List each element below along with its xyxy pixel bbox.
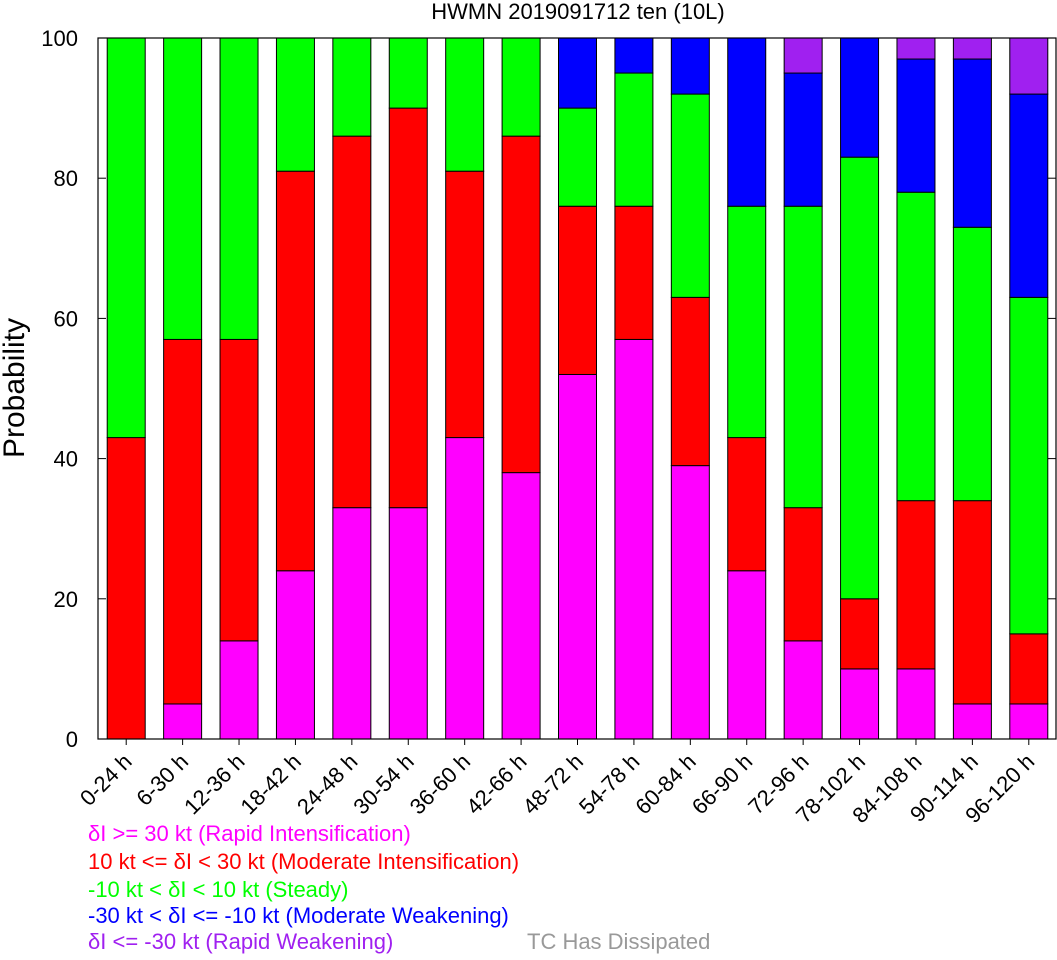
y-tick-label: 80	[54, 166, 78, 191]
bars-group	[106, 37, 1049, 740]
bar-segment-2-8	[501, 135, 541, 474]
bar-segment-4-14	[840, 37, 880, 158]
legend-steady: -10 kt < δI < 10 kt (Steady)	[88, 877, 349, 902]
bar-segment-3-2	[163, 37, 203, 340]
x-tick-label: 0-24 h	[75, 749, 137, 811]
bar-segment-2-7	[445, 170, 485, 439]
y-axis-label: Probability	[0, 318, 31, 458]
legend-moderate-weakening: -30 kt < δI <= -10 kt (Moderate Weakenin…	[88, 903, 509, 928]
bar-segment-2-9	[558, 205, 597, 375]
bar-segment-1-14	[840, 668, 880, 740]
bar-segment-3-17	[1009, 296, 1049, 635]
bar-segment-5-16	[952, 37, 992, 60]
bar-segment-3-12	[727, 205, 767, 439]
bar-segment-1-8	[501, 472, 541, 740]
bar-segment-1-10	[614, 338, 654, 740]
bar-segment-3-3	[219, 37, 259, 340]
legend-rapid-intensification: δI >= 30 kt (Rapid Intensification)	[88, 821, 411, 846]
bar-segment-2-1	[106, 437, 146, 740]
bar-segment-2-15	[896, 500, 936, 670]
bar-segment-2-12	[727, 437, 767, 572]
bar-segment-1-11	[670, 465, 710, 740]
x-tick-label: 42-66 h	[461, 749, 531, 819]
bar-segment-5-13	[783, 37, 823, 74]
x-tick-label: 18-42 h	[236, 749, 306, 819]
bar-segment-2-5	[332, 135, 372, 509]
x-tick-label: 66-90 h	[687, 749, 757, 819]
bar-segment-3-11	[670, 93, 710, 298]
y-tick-label: 100	[41, 26, 78, 51]
bar-segment-1-3	[219, 640, 259, 740]
bar-segment-5-17	[1009, 37, 1049, 95]
bar-segment-1-5	[332, 507, 372, 740]
bar-segment-2-4	[275, 170, 315, 572]
bar-segment-4-10	[614, 37, 654, 74]
bar-segment-1-12	[727, 570, 767, 740]
legend-rapid-weakening: δI <= -30 kt (Rapid Weakening)	[88, 929, 394, 954]
bar-segment-2-14	[840, 598, 880, 670]
y-tick-label: 20	[54, 587, 78, 612]
bar-segment-2-3	[219, 338, 259, 642]
bar-segment-2-6	[388, 107, 428, 509]
bar-segment-3-9	[558, 107, 597, 207]
x-tick-label: 60-84 h	[630, 749, 700, 819]
bar-segment-2-17	[1009, 633, 1049, 705]
bar-segment-3-16	[952, 226, 992, 502]
bar-segment-4-16	[952, 58, 992, 228]
bar-segment-2-10	[614, 205, 654, 340]
bar-segment-2-16	[952, 500, 992, 705]
y-tick-label: 0	[66, 727, 78, 752]
bar-segment-1-4	[275, 570, 315, 740]
bar-segment-4-9	[558, 37, 597, 109]
y-tick-label: 60	[54, 306, 78, 331]
bar-segment-1-6	[388, 507, 428, 740]
bar-segment-2-2	[163, 338, 203, 705]
bar-segment-4-15	[896, 58, 936, 193]
x-tick-label: 30-54 h	[348, 749, 418, 819]
plot-frame	[97, 37, 1057, 740]
bar-segment-4-17	[1009, 93, 1049, 298]
bar-segment-3-14	[840, 156, 880, 600]
bar-segment-5-15	[896, 37, 936, 60]
y-tick-label: 40	[54, 447, 78, 472]
bar-segment-3-8	[501, 37, 541, 137]
bar-segment-1-7	[445, 437, 485, 740]
bar-segment-1-16	[952, 703, 992, 740]
x-tick-label: 24-48 h	[292, 749, 362, 819]
bar-segment-1-13	[783, 640, 823, 740]
x-tick-label: 48-72 h	[518, 749, 588, 819]
bar-segment-1-15	[896, 668, 936, 740]
legend-moderate-intensification: 10 kt <= δI < 30 kt (Moderate Intensific…	[88, 849, 520, 874]
bar-segment-3-6	[388, 37, 428, 109]
bar-segment-2-13	[783, 507, 823, 642]
x-tick-label: 12-36 h	[179, 749, 249, 819]
bar-segment-1-2	[163, 703, 203, 740]
chart-title: HWMN 2019091712 ten (10L)	[431, 0, 725, 24]
bar-segment-4-11	[670, 37, 710, 95]
x-tick-label: 54-78 h	[574, 749, 644, 819]
bar-segment-1-9	[558, 373, 597, 740]
bar-segment-3-13	[783, 205, 823, 509]
bar-segment-3-10	[614, 72, 654, 207]
bar-segment-3-4	[275, 37, 315, 172]
bar-segment-4-12	[727, 37, 767, 207]
x-tick-label: 36-60 h	[405, 749, 475, 819]
bar-segment-4-13	[783, 72, 823, 207]
bar-segment-3-5	[332, 37, 372, 137]
bar-segment-2-11	[670, 296, 710, 467]
bar-segment-3-7	[445, 37, 485, 172]
legend-dissipated: TC Has Dissipated	[527, 929, 711, 954]
bar-segment-3-15	[896, 191, 936, 502]
bar-segment-3-1	[106, 37, 146, 439]
bar-segment-1-17	[1009, 703, 1049, 740]
